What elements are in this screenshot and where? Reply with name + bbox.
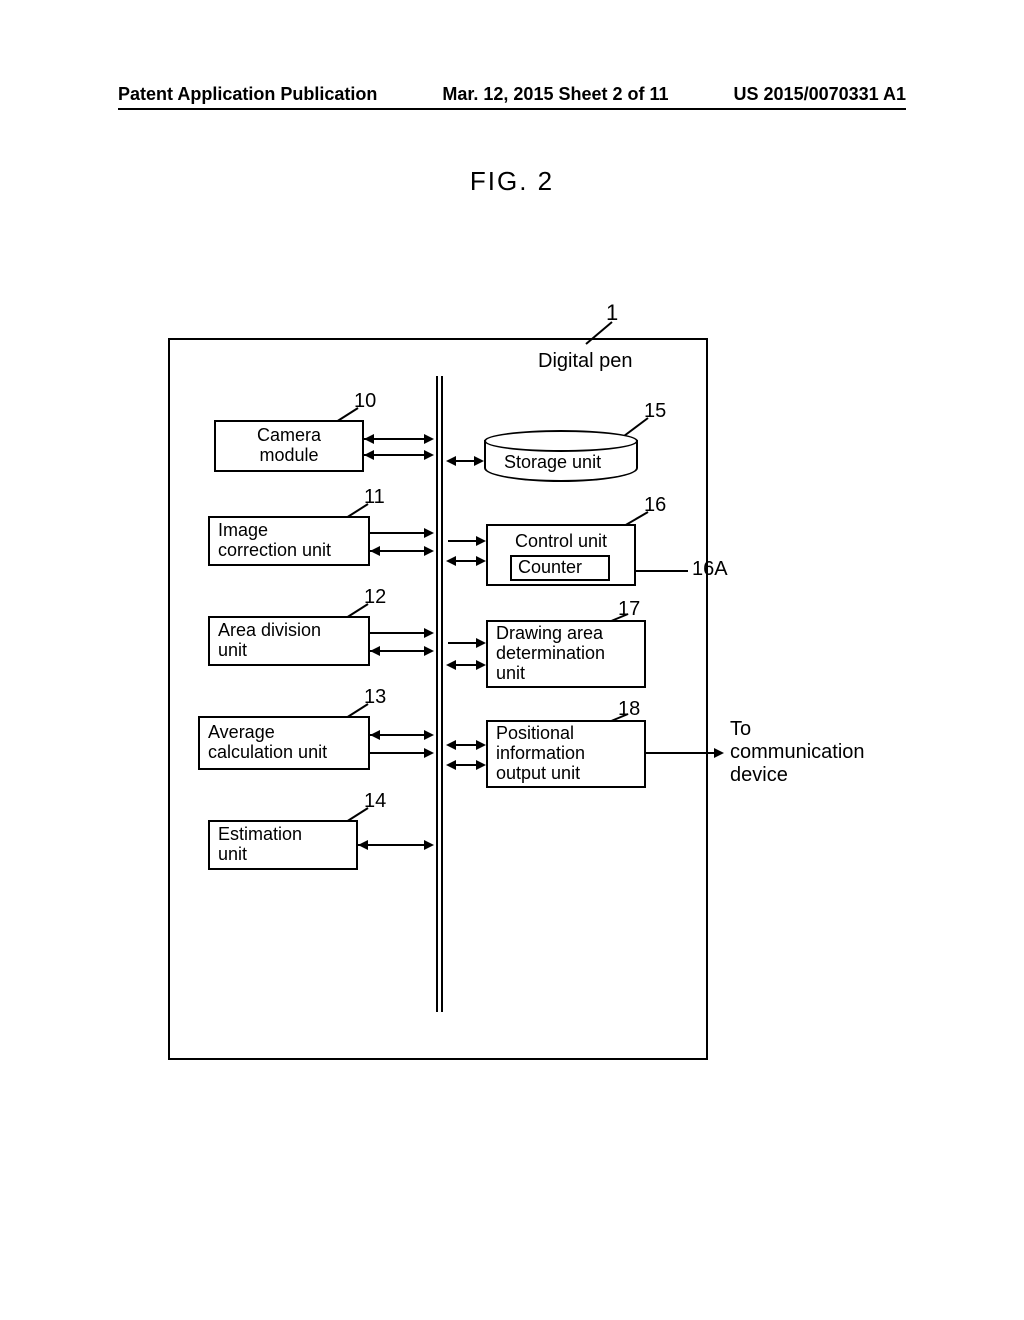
conn-12-a [370, 632, 426, 634]
header-center: Mar. 12, 2015 Sheet 2 of 11 [442, 84, 668, 105]
arr-10-l [364, 434, 374, 444]
arr-12b-r [424, 646, 434, 656]
positional-output-box: Positional information output unit [486, 720, 646, 788]
digital-pen-label: Digital pen [538, 350, 633, 373]
area-division-box: Area division unit [208, 616, 370, 666]
camera-module-label: Camera module [224, 426, 354, 466]
arr-13-l [370, 730, 380, 740]
arr-17b-l [446, 660, 456, 670]
arr-13-r [424, 730, 434, 740]
arr-18b-r [476, 760, 486, 770]
ext-arrow-head [714, 748, 724, 758]
arr-10b-r [424, 450, 434, 460]
counter-label: Counter [518, 558, 602, 578]
header-left: Patent Application Publication [118, 84, 377, 105]
estimation-label: Estimation unit [218, 825, 348, 865]
ref-16a: 16A [692, 558, 728, 581]
conn-13-b [370, 752, 426, 754]
arr-18b-l [446, 760, 456, 770]
arr-12b-l [370, 646, 380, 656]
ext-label: To communication device [730, 718, 865, 787]
arr-15-l [446, 456, 456, 466]
ext-arrow [646, 752, 716, 754]
header-rule [118, 108, 906, 110]
arr-16b-r [476, 556, 486, 566]
arr-18-r [476, 740, 486, 750]
arr-11-r [424, 528, 434, 538]
arr-18-l [446, 740, 456, 750]
arr-17b-r [476, 660, 486, 670]
storage-label: Storage unit [504, 452, 601, 473]
drawing-area-box: Drawing area determination unit [486, 620, 646, 688]
arr-11b-r [424, 546, 434, 556]
control-unit-box: Control unit Counter [486, 524, 636, 586]
arr-10b-l [364, 450, 374, 460]
conn-14 [358, 844, 426, 846]
average-calc-box: Average calculation unit [198, 716, 370, 770]
arr-11b-l [370, 546, 380, 556]
control-unit-label: Control unit [494, 532, 628, 552]
camera-module-box: Camera module [214, 420, 364, 472]
arr-17-r [476, 638, 486, 648]
header-right: US 2015/0070331 A1 [734, 84, 906, 105]
drawing-area-label: Drawing area determination unit [496, 624, 636, 683]
arr-10-r [424, 434, 434, 444]
block-diagram: 1 Digital pen 10 Camera module 11 Image … [168, 300, 708, 1060]
estimation-box: Estimation unit [208, 820, 358, 870]
arr-14-r [424, 840, 434, 850]
arr-14-l [358, 840, 368, 850]
positional-output-label: Positional information output unit [496, 724, 636, 783]
image-correction-label: Image correction unit [218, 521, 360, 561]
conn-16a [636, 570, 688, 572]
area-division-label: Area division unit [218, 621, 360, 661]
image-correction-box: Image correction unit [208, 516, 370, 566]
arr-16-r [476, 536, 486, 546]
figure-title: FIG. 2 [0, 166, 1024, 197]
average-calc-label: Average calculation unit [208, 723, 360, 763]
counter-box: Counter [510, 555, 610, 581]
arr-12-r [424, 628, 434, 638]
arr-16b-l [446, 556, 456, 566]
storage-top [484, 430, 638, 452]
bus-line [436, 376, 443, 1012]
arr-15-r [474, 456, 484, 466]
conn-11-a [370, 532, 426, 534]
arr-13b-r [424, 748, 434, 758]
